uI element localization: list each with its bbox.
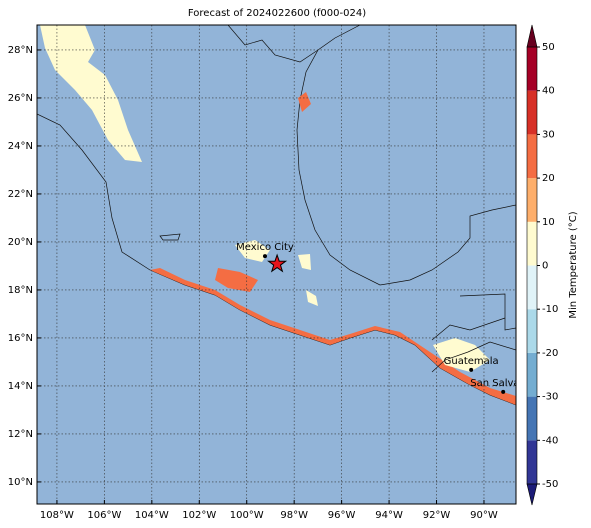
x-tick-label: 104°W bbox=[135, 510, 169, 521]
y-tick-label: 26°N bbox=[8, 93, 33, 104]
y-tick-label: 14°N bbox=[8, 381, 33, 392]
warm-band bbox=[150, 268, 516, 405]
city-label: San Salvador bbox=[470, 378, 537, 389]
x-tick-label: 102°W bbox=[182, 510, 216, 521]
y-tick-label: 28°N bbox=[8, 45, 33, 56]
city-label: Mexico City bbox=[236, 242, 294, 253]
colorbar-tick-label: -40 bbox=[542, 435, 558, 446]
colorbar-segment bbox=[527, 134, 537, 179]
colorbar-extend-low bbox=[526, 483, 538, 506]
x-tick-label: 100°W bbox=[230, 510, 264, 521]
colorbar-tick-label: -10 bbox=[542, 304, 558, 315]
x-tick-label: 98°W bbox=[280, 510, 308, 521]
city-dot bbox=[262, 254, 267, 259]
city-dot bbox=[501, 389, 506, 394]
cities: Mexico City Guatemala San Salvador bbox=[236, 242, 537, 394]
colorbar-segment bbox=[527, 396, 537, 441]
colorbar-label: Min Temperature (°C) bbox=[568, 211, 579, 318]
x-tick-label: 96°W bbox=[328, 510, 356, 521]
island bbox=[159, 233, 181, 241]
cool-patch bbox=[40, 25, 142, 162]
y-tick-label: 10°N bbox=[8, 477, 33, 488]
x-tick-label: 108°W bbox=[40, 510, 74, 521]
colorbar-segment bbox=[527, 352, 537, 397]
cool-patch bbox=[306, 290, 318, 306]
location-marker bbox=[267, 253, 288, 273]
colorbar-segment bbox=[527, 178, 537, 222]
y-tick-label: 12°N bbox=[8, 429, 33, 440]
title: Forecast of 2024022600 (f000-024) bbox=[188, 8, 366, 19]
colorbar-tick-label: 10 bbox=[542, 217, 555, 228]
colorbar-tick-label: 0 bbox=[542, 261, 548, 272]
colorbar-segment bbox=[527, 47, 537, 91]
colorbar-tick-label: 30 bbox=[542, 129, 555, 140]
y-tick-label: 18°N bbox=[8, 285, 33, 296]
warm-patch bbox=[215, 268, 258, 292]
y-tick-label: 22°N bbox=[8, 189, 33, 200]
city-dot bbox=[469, 367, 474, 372]
cool-patch bbox=[235, 240, 270, 262]
colorbar-tick-label: -20 bbox=[542, 348, 558, 359]
map-area: Mexico City Guatemala San Salvador bbox=[37, 25, 537, 504]
border bbox=[227, 25, 516, 373]
colorbar-tick-label: 50 bbox=[542, 42, 555, 53]
colorbar-segment bbox=[527, 221, 537, 266]
warm-patch bbox=[298, 92, 311, 112]
cool-patch bbox=[433, 338, 490, 372]
y-tick-label: 20°N bbox=[8, 237, 33, 248]
colorbar-segment bbox=[527, 309, 537, 353]
cool-patch bbox=[298, 254, 311, 270]
x-tick-label: 92°W bbox=[423, 510, 451, 521]
grid bbox=[37, 25, 516, 504]
axes: 108°W 106°W 104°W 102°W 100°W 98°W 96°W 94°W 92°… bbox=[8, 45, 498, 521]
colorbar-tick-label: -50 bbox=[542, 479, 558, 490]
y-tick-label: 24°N bbox=[8, 141, 33, 152]
colorbar-segment bbox=[527, 90, 537, 135]
colorbar-tick-label: 40 bbox=[542, 86, 555, 97]
x-tick-label: 90°W bbox=[470, 510, 498, 521]
colorbar-segment bbox=[527, 265, 537, 310]
colorbar-segment bbox=[527, 440, 537, 484]
colorbar-extend-high bbox=[526, 24, 538, 48]
colorbar-tick-label: 20 bbox=[542, 173, 555, 184]
plot-frame bbox=[36, 24, 517, 505]
x-tick-label: 94°W bbox=[375, 510, 403, 521]
colorbar: -50 -40 -30 -20 -10 0 10 20 30 40 50 bbox=[526, 24, 558, 506]
colorbar-tick-label: -30 bbox=[542, 392, 558, 403]
x-tick-label: 106°W bbox=[87, 510, 121, 521]
y-tick-label: 16°N bbox=[8, 333, 33, 344]
city-label: Guatemala bbox=[444, 356, 499, 367]
